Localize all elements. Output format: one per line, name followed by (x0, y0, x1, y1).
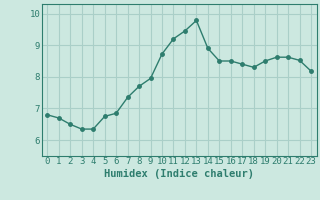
X-axis label: Humidex (Indice chaleur): Humidex (Indice chaleur) (104, 169, 254, 179)
